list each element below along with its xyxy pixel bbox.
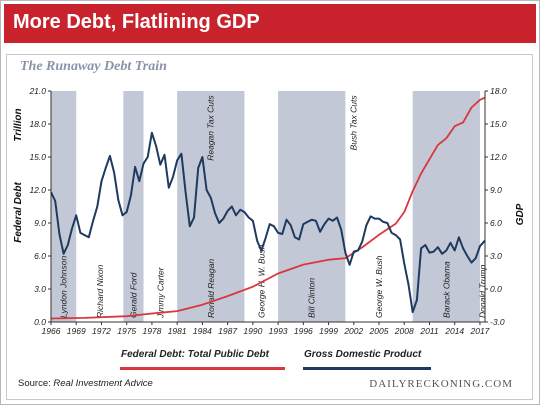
presidency-labels: Lyndon Johnson Richard Nixon Gerald Ford Ji… bbox=[59, 244, 488, 319]
presidency-label-george-h-w-bush: George H. W. Bush bbox=[256, 244, 266, 318]
axes: 1966 1969 1972 1975 1978 1981 1984 1987 1990 1993… bbox=[13, 86, 526, 336]
presidency-label-lyndon-johnson: Lyndon Johnson bbox=[59, 255, 69, 318]
presidency-label-gerald-ford: Gerald Ford bbox=[128, 272, 138, 318]
x-tick-label: 1993 bbox=[269, 326, 288, 336]
x-tick-label: 1990 bbox=[243, 326, 262, 336]
right-tick-label: 6.0 bbox=[490, 218, 502, 228]
series-line-federal-debt-total-public-debt bbox=[50, 96, 486, 320]
presidency-label-donald-trump: Donald Trump bbox=[477, 265, 487, 318]
legend-gdp-swatch bbox=[303, 367, 431, 370]
x-tick-label: 1966 bbox=[42, 326, 61, 336]
x-tick-label: 2008 bbox=[394, 326, 414, 336]
presidency-label-richard-nixon: Richard Nixon bbox=[95, 264, 105, 318]
annotation-bush-tax-cuts: Bush Tax Cuts bbox=[348, 95, 358, 151]
legend-gdp-label: Gross Domestic Product bbox=[304, 349, 422, 360]
x-tick-label: 1987 bbox=[218, 326, 237, 336]
x-tick-label: 2005 bbox=[369, 326, 389, 336]
source-note: Source: Real Investment Advice bbox=[18, 378, 153, 389]
shade-gerald-ford bbox=[123, 91, 144, 322]
x-tick-label: 2017 bbox=[469, 326, 489, 336]
left-tick-label: 21.0 bbox=[28, 86, 46, 96]
right-tick-label: -3.0 bbox=[490, 317, 505, 327]
presidency-label-george-w-bush: George W. Bush bbox=[374, 255, 384, 318]
shade-bill-clinton bbox=[278, 91, 346, 322]
x-tick-label: 1996 bbox=[294, 326, 313, 336]
right-tick-label: 12.0 bbox=[490, 152, 507, 162]
x-tick-label: 1978 bbox=[142, 326, 161, 336]
source-prefix: Source: bbox=[18, 378, 54, 389]
presidency-label-bill-clinton: Bill Clinton bbox=[307, 278, 317, 318]
left-tick-label: 3.0 bbox=[34, 284, 46, 294]
x-tick-label: 1975 bbox=[117, 326, 136, 336]
legend-debt-label: Federal Debt: Total Public Debt bbox=[121, 349, 269, 360]
right-tick-label: 0.0 bbox=[490, 284, 502, 294]
x-tick-label: 1984 bbox=[193, 326, 212, 336]
chart-subtitle: The Runaway Debt Train bbox=[20, 59, 167, 74]
right-axis-title: GDP bbox=[515, 203, 526, 225]
page-title: More Debt, Flatlining GDP bbox=[13, 11, 260, 33]
left-axis-unit: Trillion bbox=[13, 108, 24, 141]
left-tick-label: 0.0 bbox=[34, 317, 46, 327]
presidency-label-ronald-reagan: Ronald Reagan bbox=[206, 259, 216, 318]
x-tick-label: 2014 bbox=[444, 326, 464, 336]
x-tick-label: 2011 bbox=[419, 326, 439, 336]
x-tick-label: 2002 bbox=[343, 326, 363, 336]
left-axis-title: Federal Debt bbox=[13, 182, 24, 243]
shade-ronald-reagan bbox=[177, 91, 245, 322]
presidency-label-jimmy-carter: Jimmy Carter bbox=[155, 266, 165, 319]
legend-debt-swatch bbox=[120, 367, 285, 370]
title-banner: More Debt, Flatlining GDP bbox=[4, 4, 536, 43]
presidency-label-barack-obama: Barack Obama bbox=[441, 261, 451, 318]
series-line-gross-domestic-product bbox=[50, 131, 486, 314]
annotation-reagan-tax-cuts: Reagan Tax Cuts bbox=[205, 95, 215, 161]
series-lines bbox=[50, 96, 486, 320]
right-tick-label: 18.0 bbox=[490, 86, 507, 96]
right-tick-label: 9.0 bbox=[490, 185, 502, 195]
left-tick-label: 12.0 bbox=[29, 185, 46, 195]
brand-logo-text: DAILYRECKONING.COM bbox=[369, 378, 513, 390]
right-tick-label: 15.0 bbox=[490, 119, 507, 129]
source-name: Real Investment Advice bbox=[53, 378, 153, 389]
x-tick-label: 1981 bbox=[168, 326, 187, 336]
x-tick-label: 1972 bbox=[92, 326, 111, 336]
x-tick-label: 1969 bbox=[67, 326, 86, 336]
left-tick-label: 9.0 bbox=[34, 218, 46, 228]
left-tick-label: 18.0 bbox=[29, 119, 46, 129]
annotations: Reagan Tax Cuts Bush Tax Cuts bbox=[205, 95, 358, 161]
shade-barack-obama bbox=[412, 91, 480, 322]
left-tick-label: 6.0 bbox=[34, 251, 46, 261]
x-tick-label: 1999 bbox=[319, 326, 338, 336]
right-tick-label: 3.0 bbox=[490, 251, 502, 261]
left-tick-label: 15.0 bbox=[29, 152, 46, 162]
